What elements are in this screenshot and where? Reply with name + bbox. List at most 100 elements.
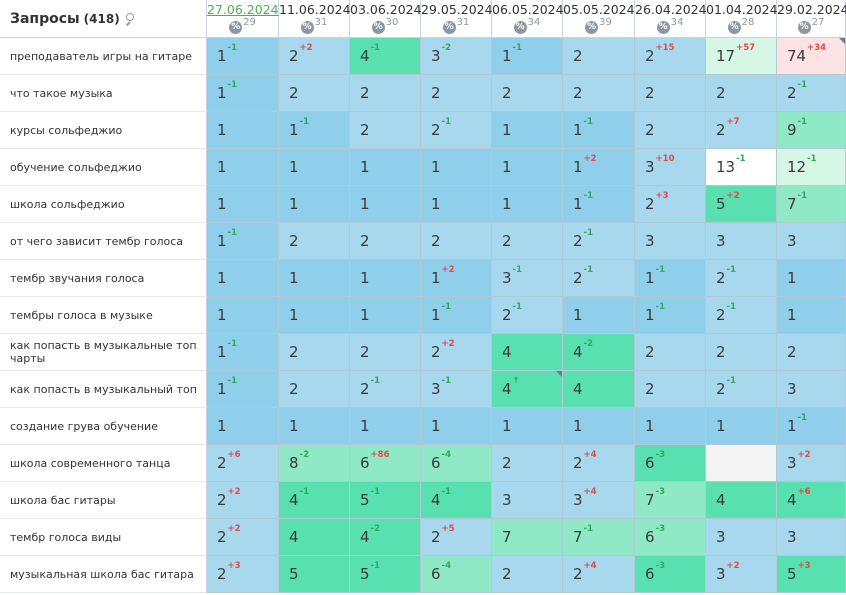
position-cell[interactable]: 4 +6 [777,482,846,519]
position-cell[interactable]: 1 [492,149,563,186]
position-cell[interactable]: 6 -4 [421,445,492,482]
position-cell[interactable]: 1 [350,149,421,186]
position-cell[interactable]: 1 [421,408,492,445]
position-cell[interactable]: 1 -1 [207,334,279,371]
position-cell[interactable]: 3 [706,519,777,556]
position-cell[interactable]: 4 ↑ [492,371,563,408]
position-cell[interactable]: 9 -1 [777,112,846,149]
position-cell[interactable]: 2 [706,75,777,112]
position-cell[interactable]: 5 [279,556,350,593]
position-cell[interactable]: 4 [279,519,350,556]
position-cell[interactable]: 4 -1 [350,38,421,75]
position-cell[interactable]: 2 +2 [421,334,492,371]
position-cell[interactable]: 2 -1 [706,297,777,334]
position-cell[interactable]: 2 [563,75,635,112]
position-cell[interactable]: 6 -3 [635,556,706,593]
position-cell[interactable]: 1 -1 [563,112,635,149]
position-cell[interactable]: 3 +4 [563,482,635,519]
position-cell[interactable]: 2 +3 [635,186,706,223]
position-cell[interactable]: 2 +2 [207,519,279,556]
position-cell[interactable]: 4 -2 [350,519,421,556]
position-cell[interactable]: 1 -1 [563,186,635,223]
position-cell[interactable]: 2 +4 [563,556,635,593]
position-cell[interactable]: 7 -1 [563,519,635,556]
position-cell[interactable]: 2 -1 [563,223,635,260]
position-cell[interactable]: 2 -1 [563,260,635,297]
position-cell[interactable]: 2 [635,112,706,149]
position-cell[interactable]: 74 +34 [777,38,846,75]
position-cell[interactable]: 1 [279,260,350,297]
position-cell[interactable]: 3 +10 [635,149,706,186]
position-cell[interactable]: 1 [706,408,777,445]
position-cell[interactable]: 5 -1 [350,556,421,593]
date-label[interactable]: 27.06.2024 [207,2,279,17]
search-icon[interactable] [125,12,137,26]
position-cell[interactable]: 2 [279,223,350,260]
position-cell[interactable] [706,445,777,482]
position-cell[interactable]: 2 [350,112,421,149]
position-cell[interactable]: 4 [706,482,777,519]
position-cell[interactable]: 1 [207,408,279,445]
position-cell[interactable]: 1 [350,260,421,297]
position-cell[interactable]: 3 +2 [777,445,846,482]
position-cell[interactable]: 12 -1 [777,149,846,186]
position-cell[interactable]: 1 -1 [492,38,563,75]
position-cell[interactable]: 5 +3 [777,556,846,593]
position-cell[interactable]: 8 -2 [279,445,350,482]
position-cell[interactable]: 2 [777,334,846,371]
position-cell[interactable]: 1 -1 [421,297,492,334]
position-cell[interactable]: 4 -1 [421,482,492,519]
position-cell[interactable]: 1 [279,149,350,186]
position-cell[interactable]: 2 [279,75,350,112]
position-cell[interactable]: 2 +7 [706,112,777,149]
position-cell[interactable]: 1 -1 [207,371,279,408]
position-cell[interactable]: 3 [492,482,563,519]
position-cell[interactable]: 1 [563,297,635,334]
position-cell[interactable]: 1 [207,260,279,297]
position-cell[interactable]: 4 [563,371,635,408]
position-cell[interactable]: 3 [777,519,846,556]
position-cell[interactable]: 2 [350,223,421,260]
position-cell[interactable]: 2 [279,371,350,408]
position-cell[interactable]: 3 -1 [492,260,563,297]
position-cell[interactable]: 1 [207,112,279,149]
position-cell[interactable]: 2 -1 [421,112,492,149]
position-cell[interactable]: 2 [350,75,421,112]
position-cell[interactable]: 7 -1 [777,186,846,223]
position-cell[interactable]: 1 -1 [207,38,279,75]
position-cell[interactable]: 1 [777,260,846,297]
position-cell[interactable]: 1 [421,186,492,223]
position-cell[interactable]: 1 [279,186,350,223]
position-cell[interactable]: 3 [777,371,846,408]
position-cell[interactable]: 2 -1 [706,260,777,297]
position-cell[interactable]: 2 [279,334,350,371]
position-cell[interactable]: 2 [492,445,563,482]
position-cell[interactable]: 2 -1 [777,75,846,112]
position-cell[interactable]: 1 [492,112,563,149]
position-cell[interactable]: 2 +4 [563,445,635,482]
position-cell[interactable]: 6 +86 [350,445,421,482]
position-cell[interactable]: 1 [279,297,350,334]
position-cell[interactable]: 2 [563,38,635,75]
position-cell[interactable]: 1 [421,149,492,186]
position-cell[interactable]: 2 +2 [279,38,350,75]
position-cell[interactable]: 1 [350,297,421,334]
position-cell[interactable]: 6 -3 [635,445,706,482]
position-cell[interactable]: 2 [635,371,706,408]
position-cell[interactable]: 1 +2 [563,149,635,186]
position-cell[interactable]: 4 -1 [279,482,350,519]
position-cell[interactable]: 2 +3 [207,556,279,593]
position-cell[interactable]: 1 -1 [207,223,279,260]
position-cell[interactable]: 5 +2 [706,186,777,223]
position-cell[interactable]: 1 -1 [635,297,706,334]
position-cell[interactable]: 2 +2 [207,482,279,519]
position-cell[interactable]: 2 +15 [635,38,706,75]
position-cell[interactable]: 3 +2 [706,556,777,593]
position-cell[interactable]: 1 [492,408,563,445]
position-cell[interactable]: 2 -1 [706,371,777,408]
position-cell[interactable]: 6 -4 [421,556,492,593]
position-cell[interactable]: 2 -1 [350,371,421,408]
position-cell[interactable]: 2 [635,75,706,112]
position-cell[interactable]: 1 -1 [635,260,706,297]
position-cell[interactable]: 3 [706,223,777,260]
